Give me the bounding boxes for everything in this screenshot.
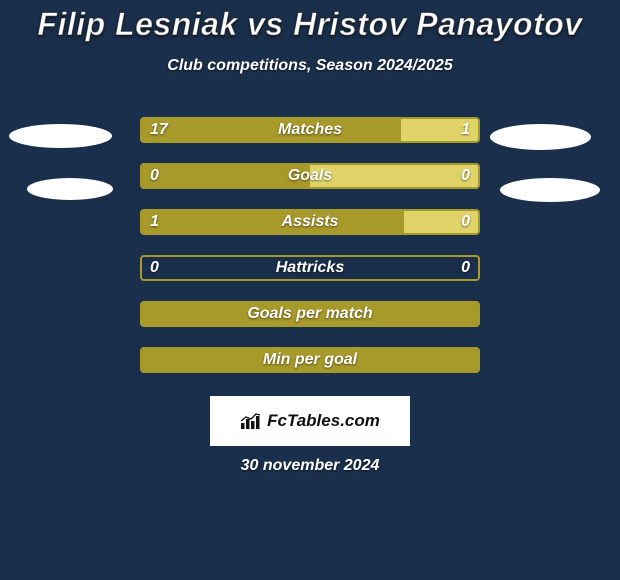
stat-bar <box>140 117 480 143</box>
decorative-oval <box>500 178 600 202</box>
stat-bar-left <box>142 349 478 371</box>
stat-bar <box>140 301 480 327</box>
decorative-oval <box>490 124 591 150</box>
stat-bar <box>140 163 480 189</box>
stat-value-right: 0 <box>461 255 470 281</box>
stat-value-left: 0 <box>150 163 159 189</box>
stat-value-right: 0 <box>461 209 470 235</box>
stat-bar-left <box>142 211 404 233</box>
stat-rows: Matches171Goals00Assists10Hattricks00Goa… <box>0 117 620 393</box>
stat-bar <box>140 209 480 235</box>
decorative-oval <box>27 178 113 200</box>
stat-value-right: 0 <box>461 163 470 189</box>
comparison-infographic: Filip Lesniak vs Hristov Panayotov Club … <box>0 0 620 580</box>
decorative-oval <box>9 124 112 148</box>
stat-bar <box>140 347 480 373</box>
stat-row: Hattricks00 <box>0 255 620 301</box>
stat-bar <box>140 255 480 281</box>
date-text: 30 november 2024 <box>0 457 620 475</box>
stat-row: Min per goal <box>0 347 620 393</box>
stat-bar-left <box>142 165 310 187</box>
logo-badge: FcTables.com <box>210 396 410 446</box>
logo-chart-icon <box>240 412 262 430</box>
subtitle: Club competitions, Season 2024/2025 <box>0 57 620 75</box>
stat-value-left: 17 <box>150 117 168 143</box>
page-title: Filip Lesniak vs Hristov Panayotov <box>0 0 620 43</box>
stat-value-right: 1 <box>461 117 470 143</box>
stat-bar-left <box>142 119 401 141</box>
logo-text: FcTables.com <box>267 411 380 431</box>
stat-value-left: 0 <box>150 255 159 281</box>
stat-bar-left <box>142 303 478 325</box>
stat-row: Goals per match <box>0 301 620 347</box>
stat-row: Assists10 <box>0 209 620 255</box>
stat-bar-right <box>310 165 478 187</box>
stat-value-left: 1 <box>150 209 159 235</box>
